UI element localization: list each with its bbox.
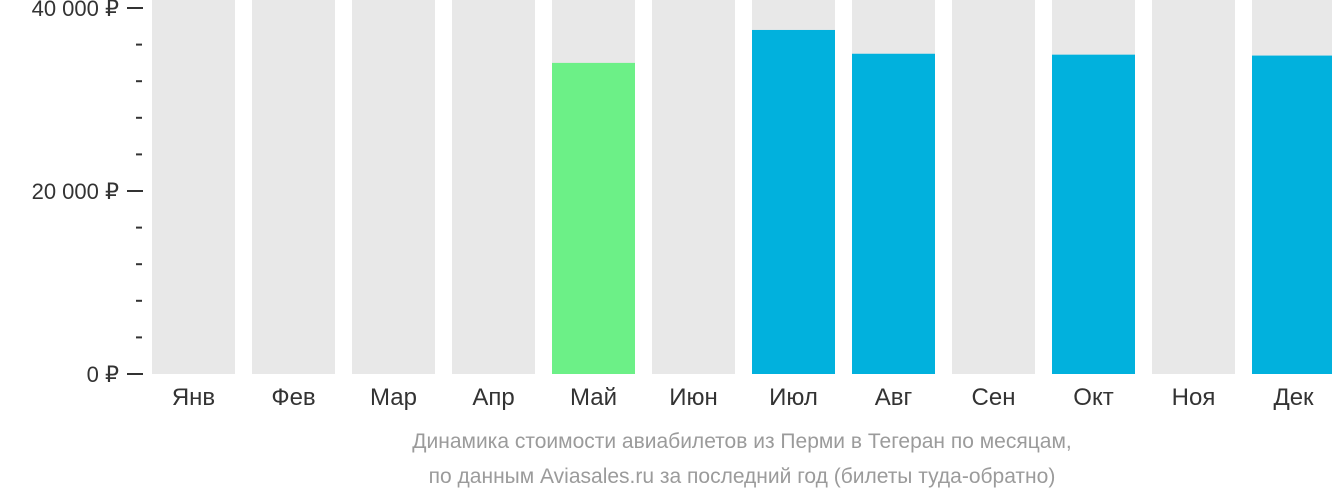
y-axis: 40 000 ₽ 20 000 ₽ 0 ₽ bbox=[32, 0, 143, 387]
x-tick-label: Фев bbox=[271, 384, 315, 411]
y-tick-label: 40 000 ₽ bbox=[32, 0, 119, 21]
x-tick-label: Мар bbox=[370, 384, 417, 411]
bar-background-1 bbox=[252, 0, 335, 374]
y-tick-label: 20 000 ₽ bbox=[32, 179, 119, 204]
x-axis-labels: Янв Фев Мар Апр Май Июн Июл Авг Сен Окт Ноя Дек bbox=[172, 384, 1314, 411]
x-tick-label: Авг bbox=[875, 384, 913, 411]
bar-background-0 bbox=[152, 0, 235, 374]
bar-background-8 bbox=[952, 0, 1035, 374]
x-tick-label: Ноя bbox=[1172, 384, 1216, 411]
chart-caption-line-1: Динамика стоимости авиабилетов из Перми … bbox=[412, 430, 1072, 453]
bar-background-3 bbox=[452, 0, 535, 374]
bar-11[interactable] bbox=[1252, 55, 1332, 375]
x-tick-label: Апр bbox=[472, 384, 514, 411]
bar-4[interactable] bbox=[552, 62, 635, 375]
x-tick-label: Дек bbox=[1273, 384, 1314, 411]
bar-background-10 bbox=[1152, 0, 1235, 374]
x-tick-label: Янв bbox=[172, 384, 215, 411]
bar-6[interactable] bbox=[752, 29, 835, 375]
x-tick-label: Июл bbox=[769, 384, 818, 411]
bar-background-5 bbox=[652, 0, 735, 374]
bar-9[interactable] bbox=[1052, 54, 1135, 374]
bar-7[interactable] bbox=[852, 53, 935, 374]
background-bars bbox=[152, 0, 1332, 374]
price-bars bbox=[552, 29, 1332, 375]
y-tick-label: 0 ₽ bbox=[87, 362, 119, 387]
x-tick-label: Сен bbox=[972, 384, 1016, 411]
bar-background-2 bbox=[352, 0, 435, 374]
chart-caption-line-2: по данным Aviasales.ru за последний год … bbox=[428, 465, 1056, 488]
x-tick-label: Май bbox=[570, 384, 617, 411]
x-tick-label: Июн bbox=[669, 384, 718, 411]
x-tick-label: Окт bbox=[1073, 384, 1113, 411]
